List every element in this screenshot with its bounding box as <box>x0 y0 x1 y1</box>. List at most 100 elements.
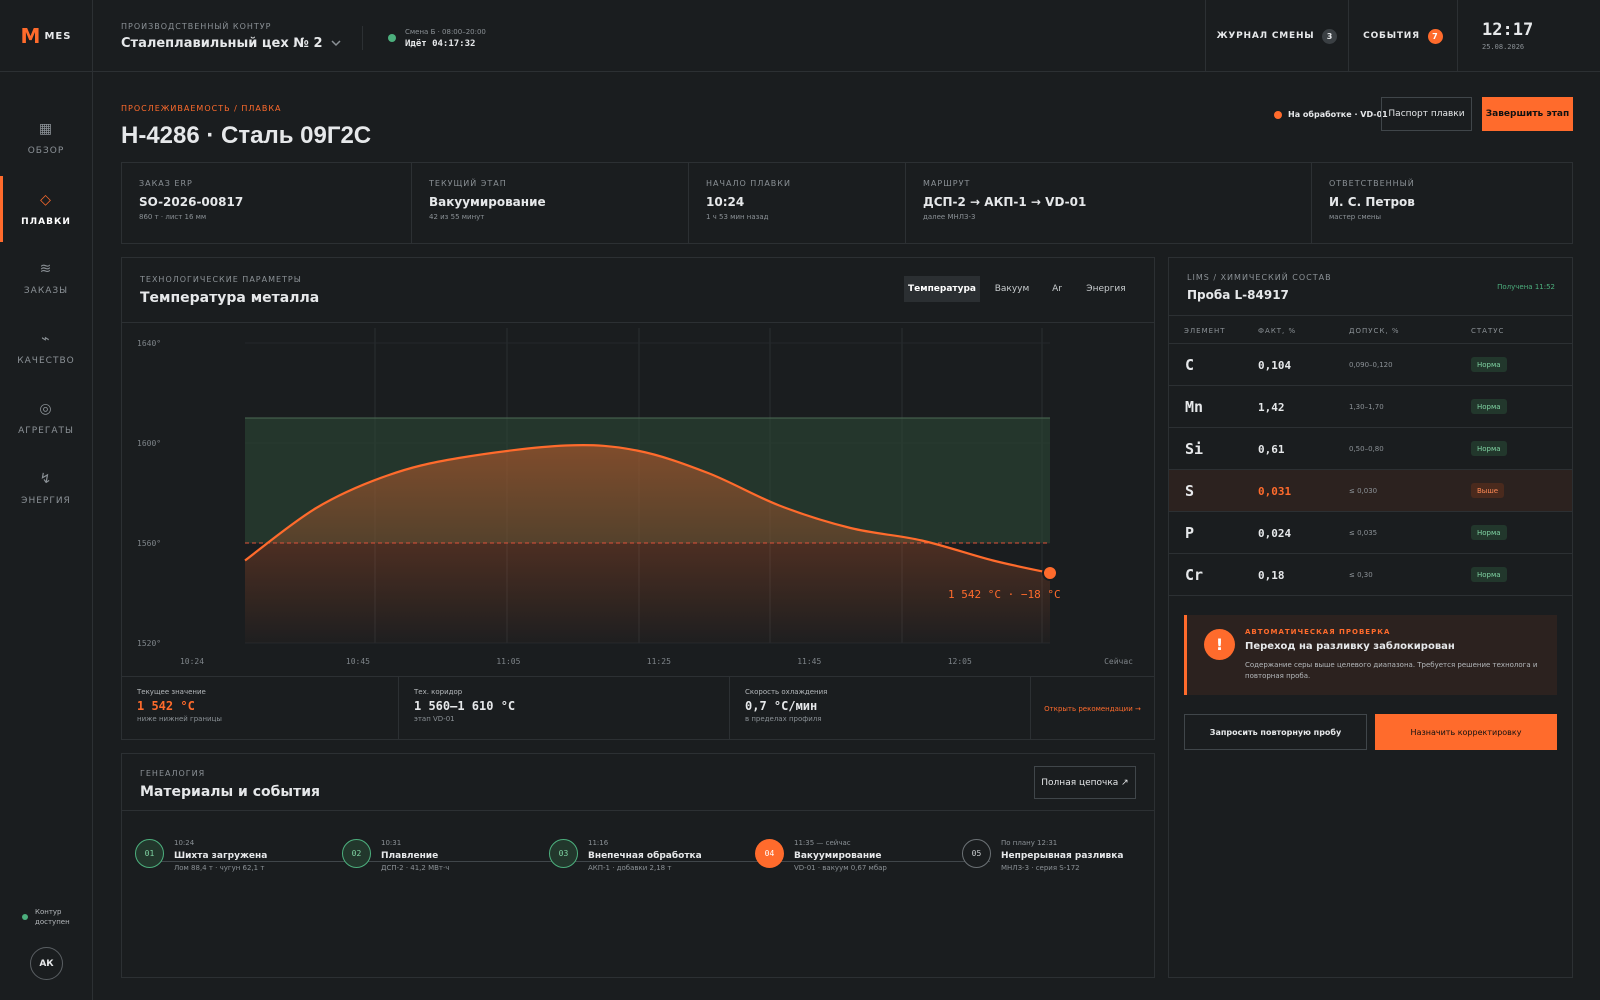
sample-title: Проба L-84917 <box>1187 288 1289 302</box>
timeline-step-current[interactable]: 04 11:35 — сейчас Вакуумирование VD-01 ·… <box>755 839 887 872</box>
sidebar-item-label: ОБЗОР <box>27 145 65 156</box>
element-symbol: Si <box>1185 440 1204 458</box>
timeline-step[interactable]: 02 10:31 Плавление ДСП-2 · 41,2 МВт·ч <box>342 839 449 872</box>
x-tick-label: 11:05 <box>496 657 520 666</box>
request-retest-button[interactable]: Запросить повторную пробу <box>1184 714 1367 750</box>
sample-received: Получена 11:52 <box>1497 283 1555 291</box>
stat-cooling-rate: Скорость охлаждения 0,7 °C/мин в предела… <box>730 677 1031 740</box>
element-tolerance: 0,50–0,80 <box>1349 445 1384 453</box>
sidebar-item-units[interactable]: ◎ АГРЕГАТЫ <box>0 390 92 446</box>
alert-title: Переход на разливку заблокирован <box>1245 641 1455 652</box>
passport-button[interactable]: Паспорт плавки <box>1381 97 1472 131</box>
clock-date: 25.08.2026 <box>1482 43 1525 51</box>
stat-value: 1 560–1 610 °C <box>414 699 516 713</box>
step-time: 10:24 <box>174 839 195 847</box>
chart-header: ТЕХНОЛОГИЧЕСКИЕ ПАРАМЕТРЫ Температура ме… <box>122 258 1154 323</box>
panel-label: LIMS / ХИМИЧЕСКИЙ СОСТАВ <box>1187 273 1332 282</box>
table-row[interactable]: Si 0,61 0,50–0,80 Норма <box>1169 428 1572 470</box>
info-sub: мастер смены <box>1329 213 1382 221</box>
table-row-out-of-spec[interactable]: S 0,031 ≤ 0,030 Выше <box>1169 470 1572 512</box>
stat-label: Скорость охлаждения <box>745 688 828 696</box>
lims-table-header: ЭЛЕМЕНТ ФАКТ, % ДОПУСК, % СТАТУС <box>1169 316 1572 344</box>
tab-temperature[interactable]: Температура <box>904 276 980 302</box>
logo-text: MES <box>44 30 72 42</box>
sidebar-item-heats[interactable]: ◇ ПЛАВКИ <box>0 176 92 242</box>
col-tolerance: ДОПУСК, % <box>1349 327 1400 335</box>
step-number: 03 <box>549 839 578 868</box>
tab-vacuum[interactable]: Вакуум <box>994 284 1030 294</box>
y-tick-label: 1560° <box>137 539 161 548</box>
contour-label: ПРОИЗВОДСТВЕННЫЙ КОНТУР <box>121 22 272 31</box>
element-fact: 0,18 <box>1258 569 1285 582</box>
timeline-step[interactable]: 05 По плану 12:31 Непрерывная разливка М… <box>962 839 1123 872</box>
table-row[interactable]: P 0,024 ≤ 0,035 Норма <box>1169 512 1572 554</box>
step-detail: ДСП-2 · 41,2 МВт·ч <box>381 864 450 872</box>
x-tick-label: 11:45 <box>797 657 821 666</box>
info-value: Вакуумирование <box>429 195 546 209</box>
breadcrumb[interactable]: ПРОСЛЕЖИВАЕМОСТЬ / ПЛАВКА <box>121 104 282 113</box>
processing-label: На обработке · VD-01 <box>1288 110 1388 119</box>
status-badge: Выше <box>1471 483 1505 498</box>
info-value: SO-2026-00817 <box>139 195 244 209</box>
logo[interactable]: M MES <box>0 0 93 72</box>
tab-argon[interactable]: Ar <box>1052 284 1062 294</box>
journal-label: ЖУРНАЛ СМЕНЫ <box>1216 31 1315 41</box>
step-time: 11:16 <box>588 839 609 847</box>
temperature-area <box>245 445 1050 643</box>
panel-title: Материалы и события <box>140 784 321 800</box>
assign-correction-button[interactable]: Назначить корректировку <box>1375 714 1557 750</box>
stat-sub: в пределах профиля <box>745 715 822 723</box>
step-detail: Лом 88,4 т · чугун 62,1 т <box>174 864 265 872</box>
sidebar-item-quality[interactable]: ⌁ КАЧЕСТВО <box>0 320 92 376</box>
table-row[interactable]: Mn 1,42 1,30–1,70 Норма <box>1169 386 1572 428</box>
info-sub: 1 ч 53 мин назад <box>706 213 769 221</box>
genealogy-timeline: 01 10:24 Шихта загружена Лом 88,4 т · чу… <box>122 811 1154 911</box>
element-tolerance: 0,090–0,120 <box>1349 361 1393 369</box>
info-heat-start: НАЧАЛО ПЛАВКИ 10:24 1 ч 53 мин назад <box>689 163 906 243</box>
recommendations-link[interactable]: Открыть рекомендации → <box>1044 704 1141 713</box>
info-sub: 860 т · лист 16 мм <box>139 213 207 221</box>
panel-title: Температура металла <box>140 290 320 306</box>
info-label: ЗАКАЗ ERP <box>139 179 193 188</box>
step-number: 05 <box>962 839 991 868</box>
step-time: 10:31 <box>381 839 402 847</box>
alert-label: АВТОМАТИЧЕСКАЯ ПРОВЕРКА <box>1245 628 1391 636</box>
tab-energy[interactable]: Энергия <box>1086 284 1126 294</box>
sidebar-item-label: ПЛАВКИ <box>21 216 71 227</box>
journal-button[interactable]: ЖУРНАЛ СМЕНЫ 3 <box>1205 0 1348 72</box>
sidebar-item-label: ЗАКАЗЫ <box>23 285 69 296</box>
status-badge: Норма <box>1471 399 1507 414</box>
pulse-icon: ⌁ <box>41 330 51 347</box>
current-point <box>1042 565 1058 581</box>
timeline-step[interactable]: 03 11:16 Внепечная обработка АКП-1 · доб… <box>549 839 702 872</box>
sidebar-item-energy[interactable]: ↯ ЭНЕРГИЯ <box>0 460 92 516</box>
table-row[interactable]: C 0,104 0,090–0,120 Норма <box>1169 344 1572 386</box>
info-sub: 42 из 55 минут <box>429 213 485 221</box>
shift-timer: Идёт 04:17:32 <box>405 38 476 49</box>
genealogy-panel: ГЕНЕАЛОГИЯ Материалы и события Полная це… <box>121 753 1155 978</box>
sidebar-item-overview[interactable]: ▦ ОБЗОР <box>0 110 92 166</box>
full-chain-button[interactable]: Полная цепочка ↗ <box>1034 766 1136 799</box>
auto-check-alert: ! АВТОМАТИЧЕСКАЯ ПРОВЕРКА Переход на раз… <box>1184 615 1557 695</box>
contour-selector[interactable]: ПРОИЗВОДСТВЕННЫЙ КОНТУР Сталеплавильный … <box>121 22 341 51</box>
finish-stage-button[interactable]: Завершить этап <box>1482 97 1573 131</box>
step-number: 02 <box>342 839 371 868</box>
element-fact: 1,42 <box>1258 401 1285 414</box>
sidebar-item-orders[interactable]: ≋ ЗАКАЗЫ <box>0 250 92 306</box>
avatar[interactable]: АК <box>30 947 63 980</box>
y-tick-label: 1520° <box>137 639 161 648</box>
system-status: Контур доступен <box>22 907 70 927</box>
status-line2: доступен <box>35 918 70 926</box>
table-row[interactable]: Cr 0,18 ≤ 0,30 Норма <box>1169 554 1572 596</box>
info-erp-order: ЗАКАЗ ERP SO-2026-00817 860 т · лист 16 … <box>122 163 412 243</box>
timeline-step[interactable]: 01 10:24 Шихта загружена Лом 88,4 т · чу… <box>135 839 267 872</box>
stat-corridor: Тех. коридор 1 560–1 610 °C этап VD-01 <box>399 677 730 740</box>
events-button[interactable]: СОБЫТИЯ 7 <box>1348 0 1457 72</box>
step-number: 01 <box>135 839 164 868</box>
sidebar-item-label: АГРЕГАТЫ <box>18 425 74 436</box>
alert-description: Содержание серы выше целевого диапазона.… <box>1245 661 1538 680</box>
step-name: Вакуумирование <box>794 851 882 861</box>
step-time: 11:35 — сейчас <box>794 839 851 847</box>
panel-label: ТЕХНОЛОГИЧЕСКИЕ ПАРАМЕТРЫ <box>140 275 302 284</box>
status-badge: Норма <box>1471 525 1507 540</box>
